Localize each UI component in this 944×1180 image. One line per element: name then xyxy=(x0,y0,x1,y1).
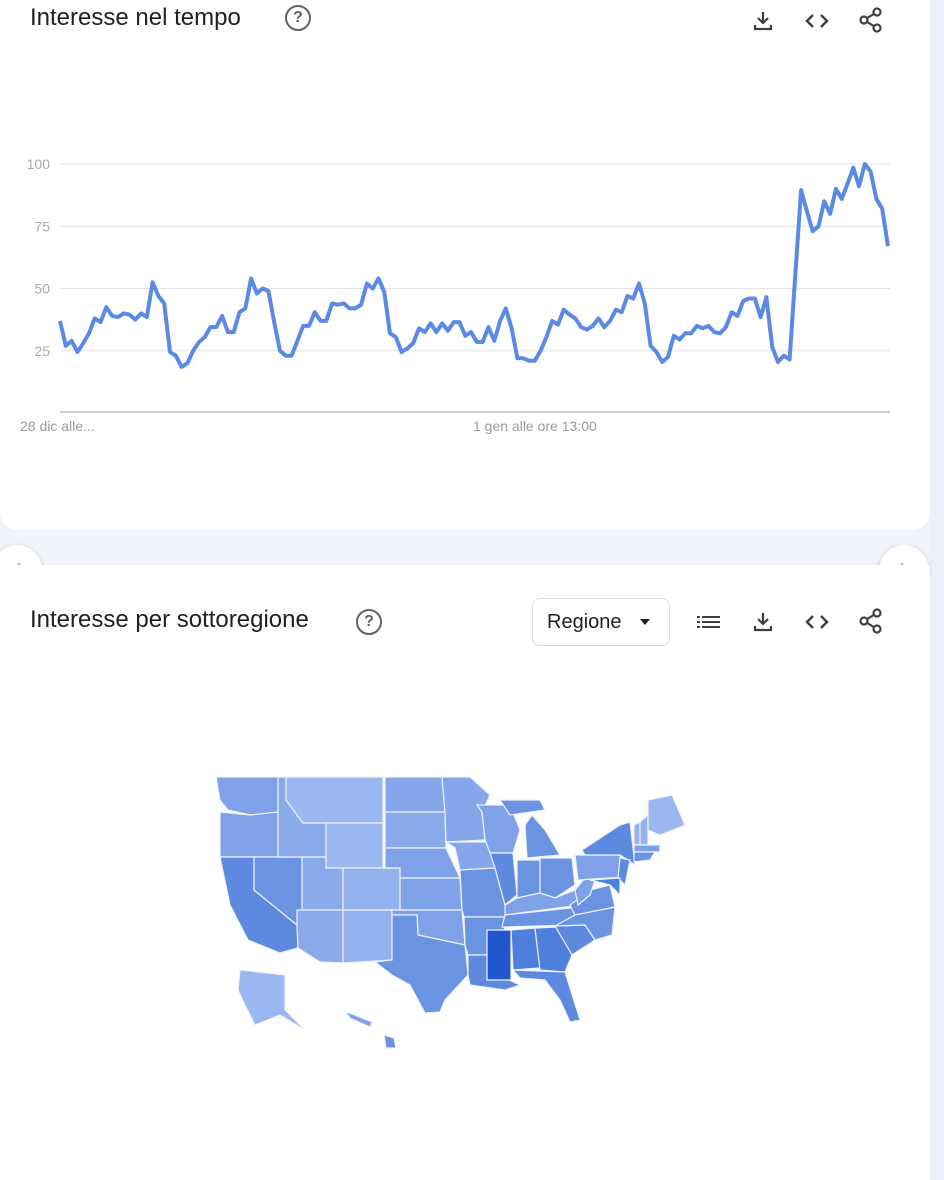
state-ny[interactable] xyxy=(581,821,636,867)
list-icon[interactable] xyxy=(694,607,724,637)
state-tx[interactable] xyxy=(373,914,469,1014)
state-il[interactable] xyxy=(489,852,518,907)
state-mi[interactable] xyxy=(524,814,562,859)
embed-code-icon[interactable] xyxy=(802,6,832,36)
state-nj[interactable] xyxy=(617,857,631,887)
scrollbar[interactable] xyxy=(930,0,944,1180)
state-ks[interactable] xyxy=(399,877,463,911)
state-me[interactable] xyxy=(647,794,686,836)
y-tick-label: 25 xyxy=(34,343,50,359)
state-ma[interactable] xyxy=(633,844,661,853)
embed-code-icon[interactable] xyxy=(802,607,832,637)
state-pa[interactable] xyxy=(574,854,626,881)
state-vt[interactable] xyxy=(633,821,641,846)
interest-line-chart: 100 75 50 25 28 dic alle... 1 gen alle ore … xyxy=(20,156,890,434)
state-ct[interactable] xyxy=(633,851,657,863)
y-tick-label: 75 xyxy=(34,218,50,234)
y-tick-label: 100 xyxy=(27,156,51,172)
state-oh[interactable] xyxy=(539,857,576,899)
y-tick-label: 50 xyxy=(34,281,50,297)
dropdown-value: Regione xyxy=(547,610,622,633)
state-md[interactable] xyxy=(589,877,621,897)
state-fl[interactable] xyxy=(511,969,581,1023)
state-sd[interactable] xyxy=(384,811,447,849)
card-title: Interesse per sottoregione xyxy=(30,606,309,633)
caret-down-icon xyxy=(639,619,650,625)
state-nd[interactable] xyxy=(384,776,446,813)
state-or[interactable] xyxy=(219,811,279,858)
state-in[interactable] xyxy=(516,859,541,899)
x-tick-label: 1 gen alle ore 13:00 xyxy=(473,418,597,434)
series-line[interactable] xyxy=(58,162,890,369)
share-icon[interactable] xyxy=(856,606,886,636)
state-nm[interactable] xyxy=(342,909,393,964)
state-va[interactable] xyxy=(569,884,616,916)
download-icon[interactable] xyxy=(748,607,778,637)
state-hi-islands[interactable] xyxy=(343,1010,373,1028)
state-mt[interactable] xyxy=(285,776,384,824)
state-mi-upper[interactable] xyxy=(498,799,546,816)
state-ak[interactable] xyxy=(237,969,306,1031)
share-icon[interactable] xyxy=(856,5,886,35)
state-hi[interactable] xyxy=(383,1034,397,1049)
state-wy[interactable] xyxy=(325,822,384,869)
x-tick-label: 28 dic alle... xyxy=(20,418,95,434)
region-dropdown[interactable]: Regione xyxy=(532,598,670,646)
interest-over-time-card: Interesse nel tempo ? 100 75 50 25 28 dic a… xyxy=(0,0,930,530)
state-ms[interactable] xyxy=(486,929,512,981)
download-icon[interactable] xyxy=(748,6,778,36)
help-icon[interactable]: ? xyxy=(285,5,311,31)
state-co[interactable] xyxy=(342,867,401,911)
help-icon[interactable]: ? xyxy=(356,609,382,635)
card-title: Interesse nel tempo xyxy=(30,4,241,31)
